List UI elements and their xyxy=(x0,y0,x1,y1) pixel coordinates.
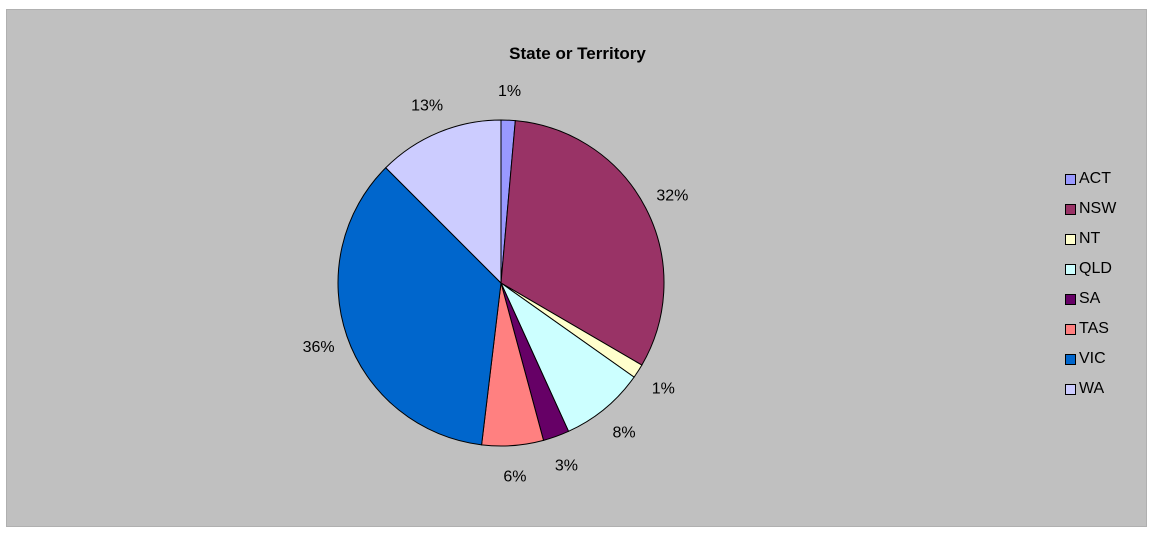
legend-label: SA xyxy=(1079,290,1101,307)
legend-swatch xyxy=(1065,353,1076,365)
legend-item-qld: QLD xyxy=(1065,254,1145,284)
legend-swatch xyxy=(1065,383,1076,395)
pie-slice-vic xyxy=(337,167,502,446)
legend-item-vic: VIC xyxy=(1065,344,1145,374)
pie-label-wa: 13% xyxy=(411,98,443,115)
legend-item-act: ACT xyxy=(1065,164,1145,194)
chart-title: State or Territory xyxy=(509,44,646,63)
legend-item-tas: TAS xyxy=(1065,314,1145,344)
legend-item-sa: SA xyxy=(1065,284,1145,314)
pie-label-nsw: 32% xyxy=(656,187,688,204)
legend-label: WA xyxy=(1079,380,1105,397)
pie-slice-qld xyxy=(499,281,635,433)
legend-swatch xyxy=(1065,293,1076,305)
pie-label-sa: 3% xyxy=(555,458,578,475)
pie-slice-wa xyxy=(385,119,502,285)
legend-swatch xyxy=(1065,203,1076,215)
legend-label: NSW xyxy=(1079,200,1117,217)
pie-label-vic: 36% xyxy=(303,339,335,356)
chart-area: State or Territory 1% 32% 1% 8% 3% 6% 36% 13% A… xyxy=(6,9,1147,527)
pie-label-tas: 6% xyxy=(503,469,526,486)
legend-item-nsw: NSW xyxy=(1065,194,1145,224)
pie-chart: 1% 32% 1% 8% 3% 6% 36% 13% xyxy=(303,83,689,486)
pie-label-act: 1% xyxy=(498,83,521,100)
legend-label: ACT xyxy=(1079,170,1111,187)
legend-swatch xyxy=(1065,233,1076,245)
legend-swatch xyxy=(1065,263,1076,275)
legend-label: VIC xyxy=(1079,350,1106,367)
legend-item-nt: NT xyxy=(1065,224,1145,254)
legend-item-wa: WA xyxy=(1065,374,1145,404)
legend: ACT NSW NT QLD SA TAS VIC WA xyxy=(1065,164,1145,404)
pie-slice-nsw xyxy=(500,120,665,366)
legend-swatch xyxy=(1065,173,1076,185)
legend-label: NT xyxy=(1079,230,1101,247)
legend-swatch xyxy=(1065,323,1076,335)
pie-label-nt: 1% xyxy=(652,380,675,397)
legend-label: QLD xyxy=(1079,260,1112,277)
pie-label-qld: 8% xyxy=(612,425,635,442)
legend-label: TAS xyxy=(1079,320,1109,337)
